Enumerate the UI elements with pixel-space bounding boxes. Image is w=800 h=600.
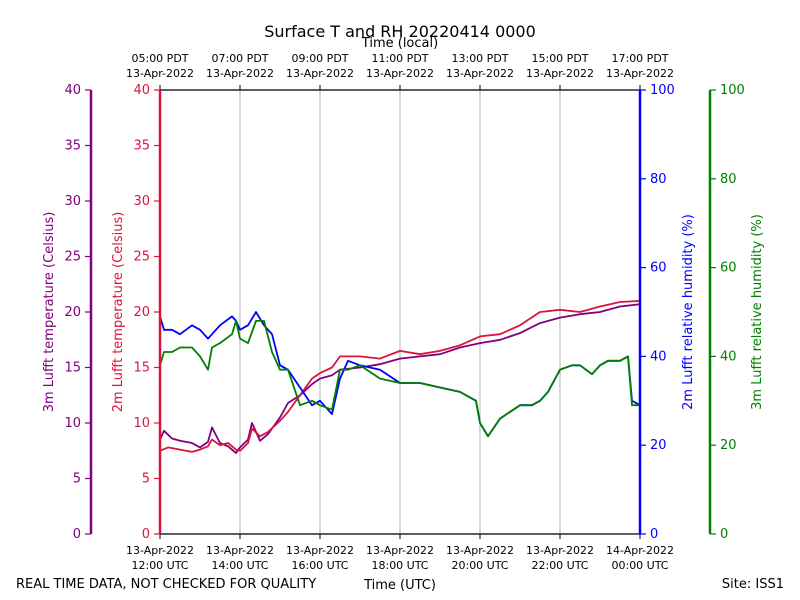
y-tick-label-rh3: 100	[720, 83, 745, 98]
y-tick-label-t2: 25	[133, 250, 150, 265]
y-axis-label-t3: 3m Lufft temperature (Celsius)	[42, 212, 57, 413]
top-tick-label-time: 09:00 PDT	[291, 52, 348, 65]
x-tick-label-date: 13-Apr-2022	[446, 544, 514, 557]
y-tick-label-t3: 0	[73, 527, 81, 542]
y-tick-label-rh2: 20	[650, 438, 667, 453]
axes: 13-Apr-2022 12:00 UTC 05:00 PDT 13-Apr-2022…	[42, 52, 765, 572]
top-tick-label-date: 13-Apr-2022	[126, 67, 194, 80]
series-line-t3	[159, 303, 641, 454]
y-tick-label-rh3: 40	[720, 349, 737, 364]
top-tick-label-time: 11:00 PDT	[371, 52, 428, 65]
y-tick-label-t3: 40	[64, 83, 81, 98]
top-tick-label-date: 13-Apr-2022	[366, 67, 434, 80]
x-tick-label-time: 14:00 UTC	[211, 559, 268, 572]
quality-notice: REAL TIME DATA, NOT CHECKED FOR QUALITY	[16, 577, 316, 592]
y-tick-label-t3: 20	[64, 305, 81, 320]
top-tick-label-date: 13-Apr-2022	[526, 67, 594, 80]
x-tick-label-time: 22:00 UTC	[531, 559, 588, 572]
y-tick-label-t3: 25	[64, 250, 81, 265]
x-tick-label-date: 13-Apr-2022	[526, 544, 594, 557]
y-tick-label-t3: 15	[64, 361, 81, 376]
y-tick-label-rh2: 0	[650, 527, 658, 542]
y-tick-label-rh3: 0	[720, 527, 728, 542]
x-tick-label-date: 13-Apr-2022	[126, 544, 194, 557]
y-tick-label-rh3: 60	[720, 261, 737, 276]
top-tick-label-time: 05:00 PDT	[131, 52, 188, 65]
y-tick-label-t2: 40	[133, 83, 150, 98]
top-tick-label-time: 07:00 PDT	[211, 52, 268, 65]
y-tick-label-t2: 10	[133, 416, 150, 431]
x-tick-label-time: 18:00 UTC	[371, 559, 428, 572]
y-axis-label-t2: 2m Lufft temperature (Celsius)	[111, 212, 126, 413]
x-tick-label-date: 13-Apr-2022	[366, 544, 434, 557]
y-tick-label-t2: 0	[142, 527, 150, 542]
chart-title: Surface T and RH 20220414 0000	[264, 22, 536, 41]
y-tick-label-rh3: 80	[720, 172, 737, 187]
y-axis-label-rh2: 2m Lufft relative humidity (%)	[681, 214, 696, 410]
y-tick-label-t3: 5	[73, 472, 81, 487]
y-tick-label-rh2: 60	[650, 261, 667, 276]
site-label: Site: ISS1	[722, 577, 784, 592]
x-tick-label-date: 14-Apr-2022	[606, 544, 674, 557]
top-tick-label-date: 13-Apr-2022	[286, 67, 354, 80]
top-tick-label-date: 13-Apr-2022	[206, 67, 274, 80]
series-line-t2	[159, 300, 641, 453]
x-tick-label-time: 20:00 UTC	[451, 559, 508, 572]
y-tick-label-rh2: 80	[650, 172, 667, 187]
top-axis-title: Time (local)	[361, 36, 438, 51]
y-tick-label-t3: 35	[64, 139, 81, 154]
gridlines	[239, 90, 561, 534]
y-tick-label-t3: 10	[64, 416, 81, 431]
x-tick-label-date: 13-Apr-2022	[206, 544, 274, 557]
y-tick-label-t2: 15	[133, 361, 150, 376]
y-tick-label-rh2: 40	[650, 349, 667, 364]
x-axis-label: Time (UTC)	[363, 578, 436, 593]
x-tick-label-time: 12:00 UTC	[131, 559, 188, 572]
y-tick-label-t3: 30	[64, 194, 81, 209]
top-tick-label-time: 15:00 PDT	[531, 52, 588, 65]
y-tick-label-rh2: 100	[650, 83, 675, 98]
y-tick-label-t2: 30	[133, 194, 150, 209]
y-tick-label-t2: 35	[133, 139, 150, 154]
top-tick-label-date: 13-Apr-2022	[446, 67, 514, 80]
top-tick-label-date: 13-Apr-2022	[606, 67, 674, 80]
x-tick-label-time: 16:00 UTC	[291, 559, 348, 572]
y-tick-label-t2: 5	[142, 472, 150, 487]
x-tick-label-time: 00:00 UTC	[611, 559, 668, 572]
x-tick-label-date: 13-Apr-2022	[286, 544, 354, 557]
top-tick-label-time: 17:00 PDT	[611, 52, 668, 65]
y-axis-label-rh3: 3m Lufft relative humidity (%)	[750, 214, 765, 410]
y-tick-label-t2: 20	[133, 305, 150, 320]
y-tick-label-rh3: 20	[720, 438, 737, 453]
series-line-rh3	[159, 319, 640, 438]
data-series	[159, 300, 641, 454]
top-tick-label-time: 13:00 PDT	[451, 52, 508, 65]
